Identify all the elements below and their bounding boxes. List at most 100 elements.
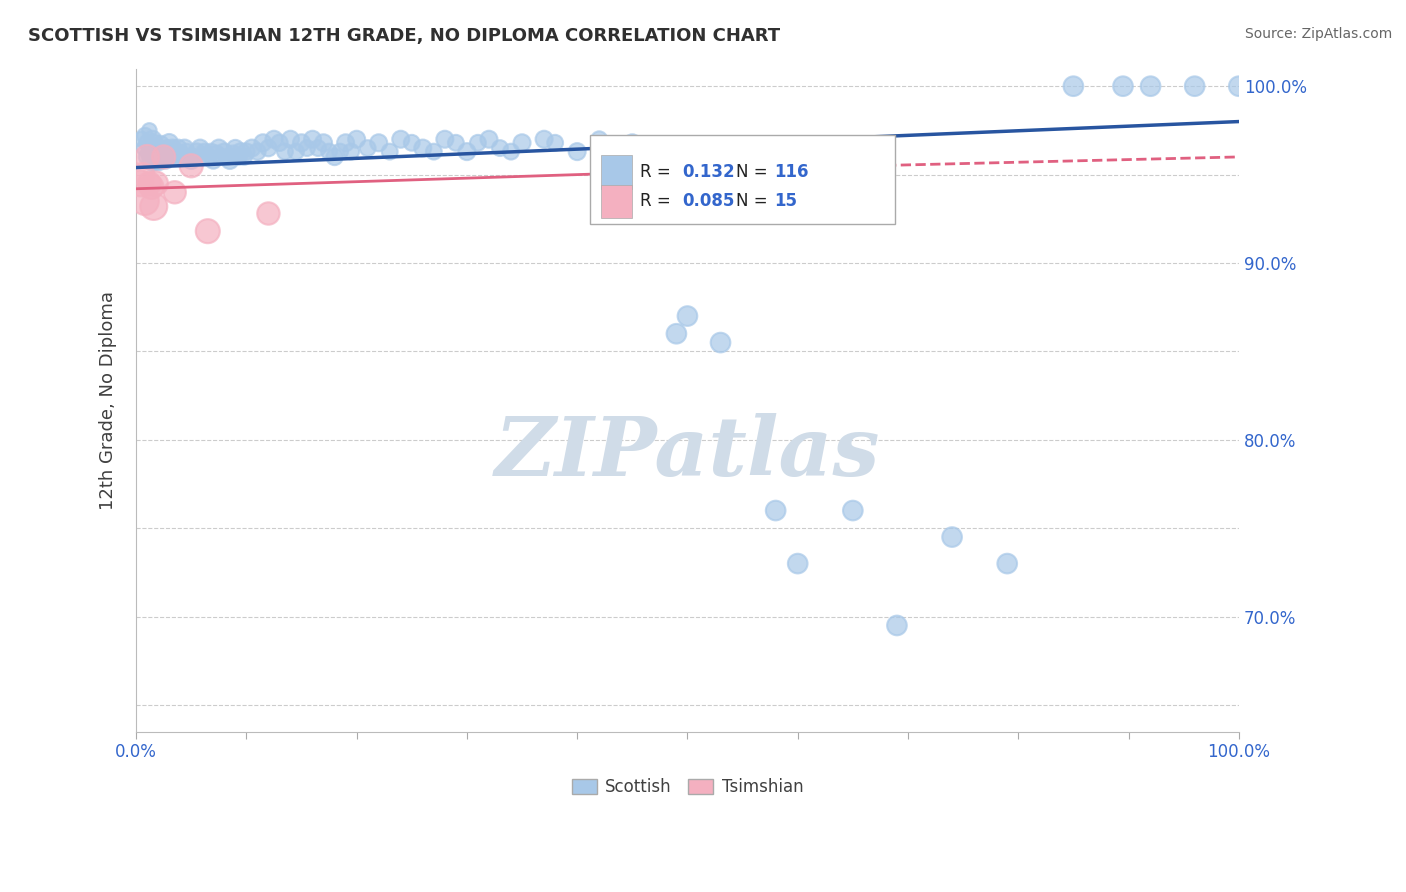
Point <box>499 145 522 159</box>
Point <box>665 326 688 341</box>
Point <box>544 136 567 150</box>
Point <box>401 136 423 150</box>
Point <box>132 141 155 155</box>
Point <box>621 136 644 150</box>
Point <box>269 136 291 150</box>
Point <box>167 141 190 155</box>
Point <box>205 146 228 161</box>
Point <box>211 150 233 164</box>
Point <box>533 132 555 146</box>
Point <box>191 150 214 164</box>
Point <box>335 136 357 150</box>
Point <box>142 132 165 146</box>
Point <box>489 141 512 155</box>
Point <box>676 309 699 323</box>
Point <box>567 145 589 159</box>
Point <box>222 146 245 161</box>
Point <box>224 141 246 155</box>
Point <box>188 141 211 155</box>
Text: N =: N = <box>737 193 773 211</box>
Point <box>467 136 489 150</box>
Point <box>301 132 323 146</box>
Text: N =: N = <box>737 163 773 181</box>
Point <box>346 132 368 146</box>
Point <box>180 159 202 173</box>
Point <box>200 145 222 159</box>
Point <box>142 153 165 168</box>
Point <box>146 146 169 161</box>
Legend: Scottish, Tsimshian: Scottish, Tsimshian <box>565 772 810 803</box>
Point <box>941 530 963 544</box>
Point <box>162 141 184 155</box>
Text: R =: R = <box>641 163 676 181</box>
Point <box>172 150 194 164</box>
Point <box>155 153 177 168</box>
Point <box>1184 79 1206 94</box>
Text: 0.085: 0.085 <box>683 193 735 211</box>
Point <box>825 150 848 164</box>
Text: ZIPatlas: ZIPatlas <box>495 413 880 493</box>
Point <box>163 145 186 159</box>
Point <box>152 150 174 164</box>
Text: R =: R = <box>641 193 676 211</box>
Point <box>709 335 731 350</box>
Point <box>1227 79 1250 94</box>
Point <box>186 145 208 159</box>
Point <box>323 150 346 164</box>
Point <box>295 141 318 155</box>
Point <box>141 180 163 194</box>
Point <box>280 132 302 146</box>
Point <box>252 136 274 150</box>
Point <box>177 150 200 164</box>
Point <box>808 162 831 177</box>
Point <box>588 132 610 146</box>
Point <box>423 145 446 159</box>
Point <box>357 141 380 155</box>
Point <box>129 177 152 191</box>
Point <box>285 145 308 159</box>
Point <box>183 150 205 164</box>
Text: SCOTTISH VS TSIMSHIAN 12TH GRADE, NO DIPLOMA CORRELATION CHART: SCOTTISH VS TSIMSHIAN 12TH GRADE, NO DIP… <box>28 27 780 45</box>
Point <box>456 145 478 159</box>
Point <box>240 141 263 155</box>
Point <box>218 153 240 168</box>
Point <box>1062 79 1084 94</box>
Point <box>444 136 467 150</box>
Point <box>180 153 202 168</box>
Point <box>169 146 191 161</box>
Point <box>842 503 865 517</box>
Point <box>290 136 312 150</box>
Point <box>193 145 215 159</box>
Point <box>145 177 167 191</box>
Point <box>136 146 159 161</box>
Point <box>340 145 363 159</box>
Point <box>214 145 236 159</box>
Point <box>229 145 252 159</box>
Point <box>146 153 169 168</box>
Point <box>165 150 187 164</box>
Point <box>145 141 167 155</box>
Point <box>159 150 181 164</box>
Point <box>173 141 195 155</box>
Point <box>235 145 257 159</box>
Point <box>131 132 153 146</box>
Point <box>228 150 250 164</box>
Point <box>329 145 352 159</box>
Point <box>139 141 162 155</box>
Point <box>132 168 155 182</box>
Point <box>148 141 170 155</box>
Text: Source: ZipAtlas.com: Source: ZipAtlas.com <box>1244 27 1392 41</box>
Point <box>367 136 389 150</box>
Point <box>233 150 256 164</box>
Point <box>136 150 159 164</box>
Point <box>156 141 179 155</box>
Point <box>134 128 156 143</box>
Point <box>412 141 434 155</box>
Point <box>217 150 239 164</box>
Point <box>157 136 180 150</box>
Point <box>142 199 165 213</box>
Text: 15: 15 <box>775 193 797 211</box>
Text: 0.132: 0.132 <box>683 163 735 181</box>
Y-axis label: 12th Grade, No Diploma: 12th Grade, No Diploma <box>100 291 117 509</box>
Point <box>246 145 269 159</box>
